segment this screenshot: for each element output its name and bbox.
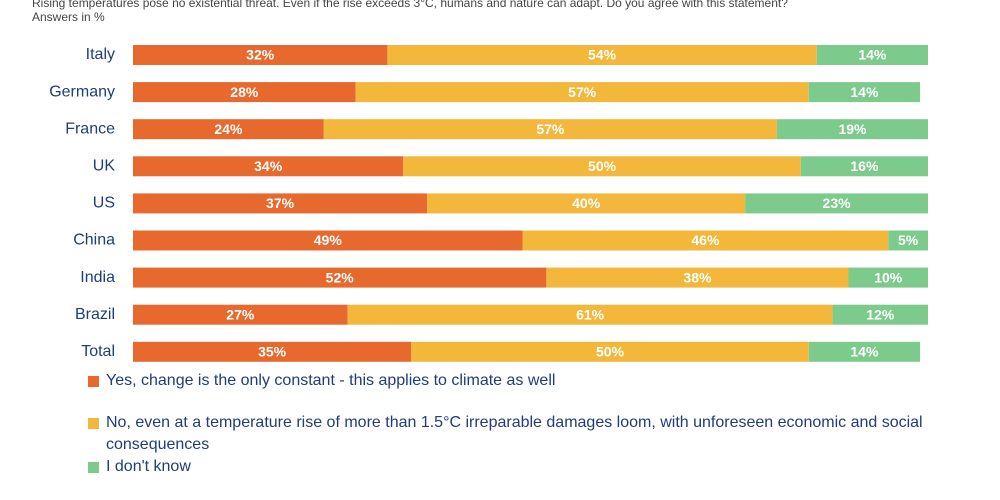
data-label: 52% — [326, 269, 355, 285]
y-tick-label: Brazil — [75, 306, 115, 323]
bar-segment — [323, 119, 777, 140]
data-label: 49% — [314, 232, 343, 248]
legend-label: No, even at a temperature rise of more t… — [106, 414, 923, 453]
legend-swatch — [88, 418, 99, 429]
data-label: 5% — [898, 232, 919, 248]
legend-label: I don't know — [106, 458, 191, 475]
bar-segment — [355, 82, 809, 103]
bar-segment — [133, 119, 324, 140]
y-tick-label: China — [73, 232, 115, 249]
data-label: 19% — [838, 121, 867, 137]
bar-segment — [133, 230, 523, 251]
chart-title: Rising temperatures pose no existential … — [32, 0, 788, 10]
data-label: 16% — [850, 158, 879, 174]
bar-segment — [427, 193, 746, 214]
y-tick-label: Germany — [49, 83, 115, 100]
legend-item: I don't know — [88, 456, 948, 478]
bar-segment — [808, 82, 921, 103]
data-label: 57% — [536, 121, 565, 137]
bar-segment — [546, 267, 849, 288]
data-label: 14% — [858, 47, 887, 63]
bar-segment — [403, 156, 801, 177]
data-label: 27% — [226, 306, 255, 322]
bar-segment — [411, 341, 809, 362]
bar-segment — [133, 267, 547, 288]
data-label: 54% — [588, 47, 617, 63]
bar-segment — [888, 230, 928, 251]
bar-segment — [832, 304, 928, 325]
data-label: 14% — [850, 344, 879, 360]
bar-segment — [816, 45, 928, 65]
legend-item: No, even at a temperature rise of more t… — [88, 412, 948, 456]
legend-label: Yes, change is the only constant - this … — [106, 372, 556, 389]
bar-segment — [347, 304, 833, 325]
legend-swatch — [88, 462, 99, 473]
bar-segment — [133, 304, 348, 325]
legend-item: Yes, change is the only constant - this … — [88, 370, 948, 392]
data-label: 46% — [691, 232, 720, 248]
legend: Yes, change is the only constant - this … — [88, 370, 948, 478]
data-label: 37% — [266, 195, 295, 211]
bar-segment — [133, 156, 404, 177]
bar-segment — [808, 341, 921, 362]
data-label: 40% — [572, 195, 601, 211]
y-tick-label: UK — [93, 158, 116, 175]
y-tick-label: Italy — [86, 46, 115, 63]
data-label: 10% — [874, 269, 903, 285]
bar-segment — [133, 45, 388, 65]
chart-subtitle: Answers in % — [32, 10, 105, 24]
bar-segment — [800, 156, 928, 177]
y-tick-label: France — [65, 120, 115, 137]
data-label: 24% — [214, 121, 243, 137]
data-label: 61% — [576, 306, 605, 322]
data-label: 34% — [254, 158, 283, 174]
chart: Rising temperatures pose no existential … — [32, 0, 928, 362]
data-label: 57% — [568, 84, 597, 100]
data-label: 32% — [246, 47, 275, 63]
bar-segment — [133, 341, 412, 362]
data-label: 38% — [683, 269, 712, 285]
data-label: 23% — [823, 195, 852, 211]
bar-segment — [133, 82, 356, 103]
bar-segment — [776, 119, 928, 140]
bar-segment — [133, 193, 428, 214]
data-label: 28% — [230, 84, 259, 100]
data-label: 12% — [866, 306, 895, 322]
data-label: 14% — [850, 84, 879, 100]
y-tick-label: Total — [81, 343, 115, 360]
y-tick-label: US — [93, 195, 115, 212]
data-label: 50% — [596, 344, 625, 360]
data-label: 50% — [588, 158, 617, 174]
bar-segment — [848, 267, 928, 288]
bar-segment — [387, 45, 817, 65]
data-label: 35% — [258, 344, 287, 360]
y-tick-label: India — [80, 269, 115, 286]
legend-swatch — [88, 376, 99, 387]
bar-segment — [745, 193, 928, 214]
bar-segment — [522, 230, 889, 251]
